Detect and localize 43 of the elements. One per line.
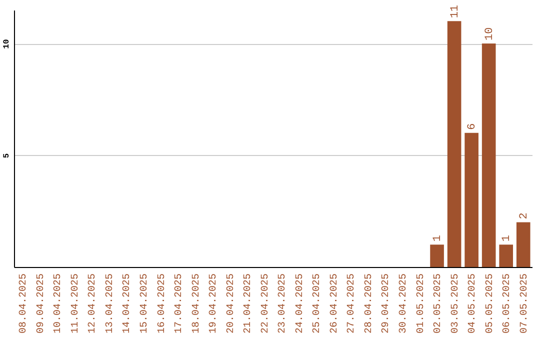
x-tick-label: 26.04.2025 — [329, 274, 340, 334]
x-tick-label: 18.04.2025 — [191, 274, 202, 334]
x-tick-label: 20.04.2025 — [226, 274, 237, 334]
x-tick-label: 13.04.2025 — [104, 274, 116, 334]
x-tick-label: 02.05.2025 — [433, 274, 444, 334]
x-tick-label: 15.04.2025 — [140, 274, 150, 334]
x-tick-label: 01.05.2025 — [416, 274, 427, 334]
bar — [447, 21, 462, 267]
data-label: 6 — [466, 123, 479, 130]
bar — [499, 244, 514, 267]
x-tick-label: 24.04.2025 — [294, 274, 306, 334]
x-tick-label: 08.04.2025 — [18, 274, 30, 334]
data-label: 11 — [449, 4, 462, 18]
x-tick-label: 06.05.2025 — [502, 274, 514, 334]
bar — [482, 44, 496, 267]
x-tick-label: 27.04.2025 — [346, 274, 358, 334]
x-tick-label: 28.04.2025 — [364, 274, 375, 334]
data-label: 1 — [501, 234, 514, 242]
x-tick-label: 21.04.2025 — [243, 274, 254, 334]
x-tick-label: 17.04.2025 — [174, 274, 186, 334]
x-tick-label: 29.04.2025 — [381, 274, 392, 334]
x-tick-label: 10.04.2025 — [53, 274, 64, 334]
x-tick-label: 05.05.2025 — [484, 274, 496, 334]
data-label: 2 — [518, 212, 530, 220]
y-tick-label: 5 — [2, 153, 12, 158]
x-tick-label: 23.04.2025 — [278, 274, 289, 334]
x-tick-label: 30.04.2025 — [398, 274, 410, 334]
x-tick-label: 12.04.2025 — [88, 274, 99, 334]
x-tick-label: 19.04.2025 — [208, 274, 220, 334]
bar — [430, 244, 444, 267]
bar — [516, 222, 530, 267]
bar — [464, 132, 478, 267]
data-label: 10 — [484, 27, 496, 41]
x-tick-label: 25.04.2025 — [312, 274, 324, 334]
x-tick-label: 14.04.2025 — [122, 274, 134, 334]
data-label: 1 — [432, 234, 444, 242]
x-tick-label: 11.04.2025 — [70, 274, 82, 334]
x-tick-label: 22.04.2025 — [260, 274, 272, 334]
x-tick-label: 03.05.2025 — [450, 274, 462, 334]
x-tick-label: 07.05.2025 — [519, 274, 530, 334]
x-tick-label: 16.04.2025 — [156, 274, 168, 334]
x-tick-label: 04.05.2025 — [468, 274, 479, 334]
x-tick-label: 09.04.2025 — [36, 274, 47, 334]
